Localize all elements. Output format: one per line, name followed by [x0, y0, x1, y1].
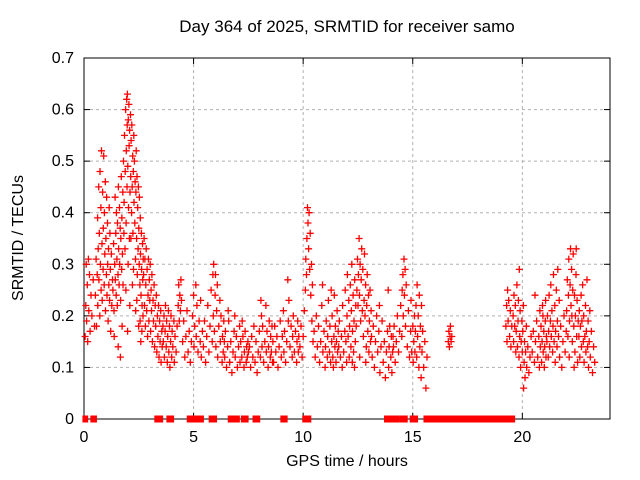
y-tick-labels: 0 0.1 0.2 0.3 0.4 0.5 0.6 0.7: [52, 50, 74, 428]
zero-value-mark: [392, 415, 400, 423]
y-axis-label: SRMTID / TECUs: [10, 175, 27, 301]
zero-value-mark: [280, 415, 288, 423]
zero-value-mark: [423, 415, 432, 423]
y-tick-label: 0.6: [52, 102, 74, 119]
x-axis-label: GPS time / hours: [286, 453, 408, 470]
zero-value-mark: [227, 415, 236, 423]
y-tick-label: 0.1: [52, 359, 74, 376]
zero-value-mark: [240, 415, 249, 423]
zero-value-mark: [169, 415, 175, 423]
zero-value-mark: [502, 415, 508, 423]
x-tick-label: 5: [189, 429, 198, 446]
zero-value-mark: [399, 415, 408, 423]
zero-value-mark: [440, 415, 450, 423]
zero-value-mark: [451, 415, 494, 423]
zero-value-mark: [186, 415, 204, 423]
zero-value-mark: [166, 415, 172, 423]
y-tick-label: 0.7: [52, 50, 74, 67]
zero-value-mark: [497, 415, 505, 423]
data-points: [81, 90, 599, 392]
y-tick-label: 0.3: [52, 256, 74, 273]
zero-value-mark: [252, 415, 261, 423]
y-tick-label: 0.2: [52, 308, 74, 325]
x-tick-labels: 0 5 10 15 20: [80, 429, 532, 446]
zero-value-mark: [82, 415, 89, 423]
zero-value-mark: [447, 415, 455, 423]
y-tick-label: 0.5: [52, 153, 74, 170]
zero-value-mark: [90, 415, 97, 423]
zero-value-mark: [302, 415, 312, 423]
zero-value-mark: [409, 415, 419, 423]
plot-border: [83, 57, 611, 420]
zero-value-mark: [234, 415, 240, 423]
zero-value-mark: [384, 415, 396, 423]
chart-title: Day 364 of 2025, SRMTID for receiver sam…: [179, 17, 514, 36]
zero-value-mark: [208, 415, 218, 423]
x-tick-label: 15: [404, 429, 422, 446]
zero-value-mark: [491, 415, 500, 423]
zero-line-marks: [82, 415, 516, 423]
x-tick-label: 10: [294, 429, 312, 446]
x-tick-label: 0: [80, 429, 89, 446]
y-tick-label: 0: [65, 411, 74, 428]
zero-value-mark: [430, 415, 443, 423]
x-tick-label: 20: [513, 429, 531, 446]
y-tick-label: 0.4: [52, 205, 74, 222]
zero-value-mark: [506, 415, 516, 423]
zero-value-mark: [154, 415, 164, 423]
